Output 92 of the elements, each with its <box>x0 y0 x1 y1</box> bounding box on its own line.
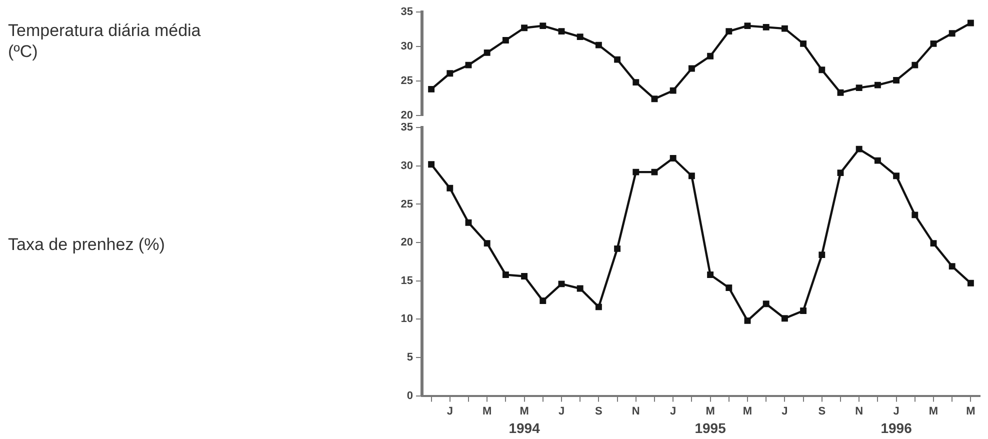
x-tick-label: M <box>966 405 976 418</box>
point <box>744 317 751 324</box>
point <box>465 62 472 68</box>
point <box>595 304 602 310</box>
point <box>576 285 584 292</box>
point <box>670 155 676 162</box>
y-tick-label: 35 <box>400 122 413 134</box>
point <box>614 245 621 252</box>
point <box>781 25 788 32</box>
point <box>781 315 788 322</box>
y-tick-label: 20 <box>400 236 413 249</box>
y-tick-label: 35 <box>400 6 413 18</box>
text: 1994 <box>508 420 540 436</box>
y-tick-label: 0 <box>406 390 413 402</box>
point <box>558 280 565 288</box>
text: 1996 <box>880 420 912 436</box>
point <box>967 20 974 26</box>
y-tick-label: 30 <box>400 160 413 172</box>
point <box>707 52 714 60</box>
point <box>484 240 490 247</box>
y-tick-label: 20 <box>400 109 413 122</box>
point <box>948 30 956 37</box>
point <box>465 219 472 226</box>
point <box>893 77 900 84</box>
x-tick-label: J <box>558 405 565 418</box>
point <box>651 96 658 102</box>
point <box>651 168 658 176</box>
point <box>930 40 937 47</box>
y-tick-label: 15 <box>400 274 413 287</box>
point <box>837 170 844 176</box>
x-tick-label: M <box>520 405 529 418</box>
point <box>502 272 509 278</box>
x-tick-label: S <box>595 405 602 418</box>
point <box>688 172 695 180</box>
point <box>484 49 490 56</box>
point <box>632 79 640 86</box>
point <box>818 252 826 258</box>
x-tick-label: J <box>670 405 676 418</box>
point <box>874 157 881 164</box>
point <box>893 172 900 180</box>
point <box>632 168 640 176</box>
point <box>502 37 509 44</box>
point <box>837 89 844 96</box>
point <box>912 62 918 68</box>
point <box>818 66 826 74</box>
point <box>428 86 435 92</box>
point <box>558 28 565 35</box>
point <box>428 161 435 168</box>
point <box>670 87 676 94</box>
x-tick-label: M <box>928 405 938 418</box>
x-tick-label: M <box>742 405 752 418</box>
x-tick-label: S <box>818 405 826 418</box>
x-tick-label: M <box>706 405 715 418</box>
y-tick-label: 30 <box>400 40 413 52</box>
x-tick-label: J <box>446 405 453 418</box>
y-axis-title: Taxa de prenhez (%) <box>8 234 166 255</box>
point <box>856 84 862 92</box>
point <box>948 263 956 270</box>
x-tick-label: M <box>482 405 492 418</box>
point <box>540 22 546 30</box>
point <box>521 24 528 32</box>
point <box>540 298 546 304</box>
point <box>800 40 807 47</box>
point <box>800 308 807 314</box>
point <box>726 28 732 35</box>
y-tick-label: 5 <box>406 352 413 364</box>
y-axis-title: Temperatura diária média (ºC) <box>8 20 202 62</box>
y-tick-label: 25 <box>400 74 413 87</box>
point <box>726 284 732 291</box>
point <box>688 65 695 72</box>
point <box>874 82 881 88</box>
point <box>446 70 454 77</box>
point <box>930 240 937 247</box>
x-tick-label: N <box>855 405 864 418</box>
point <box>967 280 974 286</box>
point <box>762 300 770 308</box>
text: 1995 <box>694 420 726 436</box>
point <box>521 273 528 280</box>
point <box>576 34 584 40</box>
point <box>614 56 621 63</box>
point <box>595 42 602 48</box>
y-tick-label: 25 <box>400 198 413 210</box>
point <box>446 184 454 192</box>
x-tick-label: N <box>632 405 640 418</box>
point <box>744 22 751 30</box>
point <box>856 146 862 152</box>
point <box>707 272 714 278</box>
x-tick-label: J <box>893 405 900 418</box>
x-tick-label: J <box>782 405 788 418</box>
y-tick-label: 10 <box>400 313 413 326</box>
point <box>912 212 918 218</box>
point <box>762 24 770 30</box>
